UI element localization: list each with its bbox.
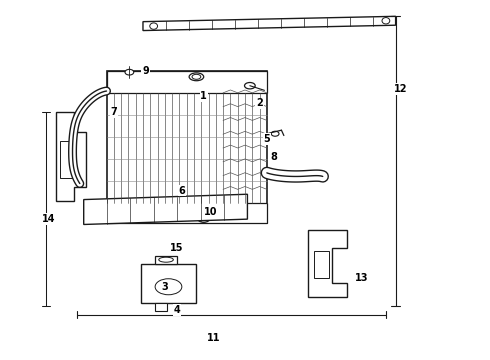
Circle shape	[197, 212, 211, 222]
Text: 15: 15	[170, 243, 184, 253]
Ellipse shape	[192, 74, 201, 79]
Text: 6: 6	[178, 186, 185, 196]
Ellipse shape	[125, 69, 134, 75]
Text: 7: 7	[110, 107, 117, 117]
Ellipse shape	[159, 257, 173, 262]
Text: 13: 13	[355, 273, 368, 283]
Text: 4: 4	[173, 305, 180, 315]
Circle shape	[200, 215, 208, 220]
Text: 10: 10	[204, 207, 218, 217]
Polygon shape	[143, 16, 395, 31]
Polygon shape	[84, 194, 247, 225]
Text: 14: 14	[42, 214, 55, 224]
Text: 1: 1	[200, 91, 207, 102]
Polygon shape	[155, 256, 177, 264]
Text: 9: 9	[142, 67, 149, 76]
Polygon shape	[155, 303, 167, 311]
Polygon shape	[55, 112, 86, 201]
Polygon shape	[314, 251, 329, 278]
Text: 2: 2	[256, 99, 263, 108]
Text: 11: 11	[207, 333, 220, 343]
Text: 3: 3	[162, 282, 168, 292]
Text: 12: 12	[394, 84, 407, 94]
Polygon shape	[106, 72, 267, 223]
Ellipse shape	[155, 279, 182, 295]
Polygon shape	[141, 264, 196, 303]
Polygon shape	[106, 203, 267, 223]
Ellipse shape	[271, 131, 279, 136]
Polygon shape	[308, 230, 347, 297]
Ellipse shape	[150, 23, 158, 29]
Text: 5: 5	[264, 134, 270, 144]
Polygon shape	[60, 141, 74, 178]
Ellipse shape	[189, 73, 204, 81]
Polygon shape	[106, 72, 267, 93]
Ellipse shape	[382, 18, 390, 24]
Ellipse shape	[245, 82, 255, 89]
Text: 8: 8	[270, 152, 278, 162]
